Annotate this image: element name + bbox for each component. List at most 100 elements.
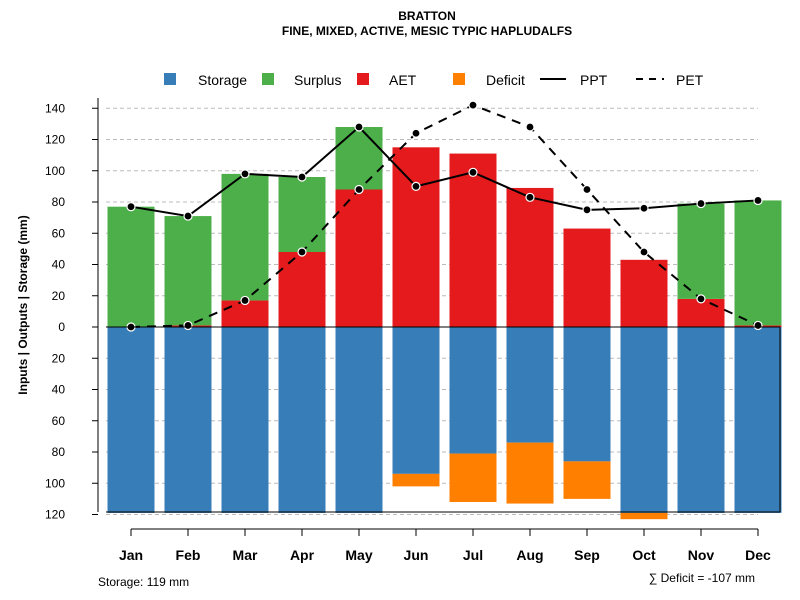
x-tick-label: Jun xyxy=(404,547,429,563)
storage-legend-swatch xyxy=(164,73,176,85)
surplus-bar xyxy=(164,216,212,326)
aet-legend-label: AET xyxy=(389,72,417,88)
storage-bar xyxy=(107,327,155,513)
y-tick-label: 100 xyxy=(45,164,65,178)
ppt-line xyxy=(130,125,759,218)
y-tick-label: 80 xyxy=(52,195,66,209)
y-tick-label: 40 xyxy=(52,258,66,272)
aet-bar xyxy=(506,187,554,327)
y-tick-label: 60 xyxy=(52,414,66,428)
aet-bar xyxy=(620,259,668,327)
x-tick-label: Aug xyxy=(516,547,543,563)
y-tick-label: 140 xyxy=(45,101,65,115)
deficit-bar xyxy=(620,512,668,520)
pet-point xyxy=(696,294,706,304)
x-tick-label: Mar xyxy=(233,547,258,563)
ppt-point xyxy=(411,181,421,191)
y-axis-label: Inputs | Outputs | Storage (mm) xyxy=(16,215,30,394)
y-tick-label: 60 xyxy=(52,226,66,240)
bars xyxy=(107,127,782,520)
pet-point xyxy=(525,122,535,132)
ppt-point xyxy=(183,211,193,221)
x-tick-label: Oct xyxy=(632,547,656,563)
ppt-point xyxy=(468,167,478,177)
storage-legend-label: Storage xyxy=(198,72,247,88)
storage-bar xyxy=(506,327,554,443)
storage-bar xyxy=(677,327,725,513)
ppt-point xyxy=(240,169,250,179)
x-tick-label: Nov xyxy=(688,547,715,563)
deficit-footnote: ∑ Deficit = -107 mm xyxy=(649,571,755,585)
surplus-bar xyxy=(278,177,326,252)
y-tick-label: 40 xyxy=(52,383,66,397)
storage-bar xyxy=(734,327,782,513)
y-tick-label: 80 xyxy=(52,445,66,459)
chart-title: BRATTON xyxy=(398,9,456,23)
storage-bar xyxy=(278,327,326,513)
aet-bar xyxy=(278,252,326,327)
x-tick-label: Sep xyxy=(574,547,600,563)
surplus-bar xyxy=(221,173,269,301)
deficit-legend-swatch xyxy=(453,73,465,85)
y-tick-label: 120 xyxy=(45,508,65,522)
deficit-legend-label: Deficit xyxy=(486,72,525,88)
chart-subtitle: FINE, MIXED, ACTIVE, MESIC TYPIC HAPLUDA… xyxy=(282,24,572,38)
ppt-point xyxy=(354,122,364,132)
storage-bar xyxy=(164,327,212,513)
x-tick-label: Jul xyxy=(463,547,483,563)
axes: 140 120 100 80 60 40 20 0 20 40 60 80 100 120 Jan Feb Ma… xyxy=(45,98,781,563)
storage-bar xyxy=(620,327,668,513)
pet-point xyxy=(468,100,478,110)
deficit-bar xyxy=(392,473,440,487)
pet-point xyxy=(582,184,592,195)
surplus-bar xyxy=(107,206,155,327)
pet-legend-label: PET xyxy=(676,72,704,88)
x-tick-label: Apr xyxy=(290,547,315,563)
x-tick-label: Jan xyxy=(119,547,143,563)
pet-point xyxy=(297,247,307,257)
y-tick-label: 100 xyxy=(45,476,65,490)
aet-bar xyxy=(563,228,611,327)
x-tick-label: Feb xyxy=(176,547,201,563)
storage-bar xyxy=(335,327,383,513)
pet-point xyxy=(411,128,421,138)
aet-bar xyxy=(335,189,383,327)
legend: Storage Surplus AET Deficit PPT PET xyxy=(164,72,704,88)
surplus-bar xyxy=(335,127,383,190)
y-tick-label: 0 xyxy=(58,320,65,334)
pet-point xyxy=(240,295,250,306)
surplus-legend-swatch xyxy=(262,73,274,85)
ppt-point xyxy=(525,192,535,202)
storage-footnote: Storage: 119 mm xyxy=(98,575,189,589)
storage-bar xyxy=(221,327,269,513)
aet-bar xyxy=(677,298,725,327)
surplus-bar xyxy=(677,203,725,299)
pet-point xyxy=(183,320,193,331)
storage-bar xyxy=(449,327,497,454)
series-lines xyxy=(126,100,763,332)
aet-legend-swatch xyxy=(357,73,369,85)
deficit-bar xyxy=(563,461,611,499)
ppt-legend-label: PPT xyxy=(580,72,608,88)
pet-point xyxy=(753,320,763,331)
y-tick-label: 120 xyxy=(45,133,65,147)
x-tick-label: Dec xyxy=(745,547,771,563)
storage-bar xyxy=(392,327,440,474)
x-tick-label: May xyxy=(345,547,372,563)
ppt-point xyxy=(297,172,307,182)
ppt-point xyxy=(126,202,136,212)
pet-point xyxy=(354,184,364,195)
ppt-point xyxy=(639,203,649,213)
ppt-point xyxy=(582,205,592,215)
y-tick-label: 20 xyxy=(52,289,66,303)
aet-bar xyxy=(449,153,497,327)
pet-line xyxy=(130,104,759,328)
storage-bar xyxy=(563,327,611,462)
aet-bar xyxy=(392,147,440,327)
y-tick-label: 20 xyxy=(52,351,66,365)
ppt-point xyxy=(753,195,763,206)
deficit-bar xyxy=(449,453,497,502)
deficit-bar xyxy=(506,442,554,504)
surplus-bar xyxy=(734,200,782,326)
